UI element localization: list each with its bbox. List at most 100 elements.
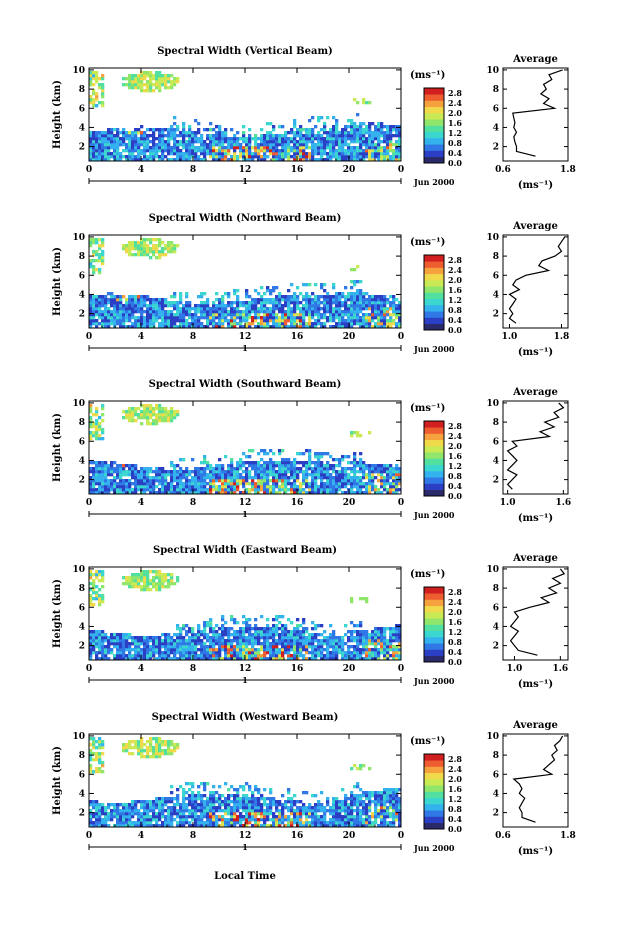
heatmap-cell [113, 307, 117, 311]
heatmap-cell [362, 134, 366, 138]
heatmap-cell [155, 238, 159, 242]
chart-title: Spectral Width (Eastward Beam) [153, 545, 337, 556]
heatmap-cell [197, 485, 201, 489]
heatmap-cell [149, 485, 153, 489]
heatmap-cell [101, 250, 105, 254]
heatmap-cell [92, 636, 96, 640]
heatmap-cell [272, 149, 276, 153]
heatmap-cell [167, 322, 171, 326]
heatmap-cell [245, 482, 249, 486]
heatmap-cell [320, 633, 324, 637]
heatmap-cell [200, 304, 204, 308]
heatmap-cell [107, 131, 111, 135]
heatmap-cell [257, 627, 261, 631]
heatmap-cell [188, 137, 192, 141]
heatmap-cell [323, 491, 327, 495]
y-tick-label: 4 [79, 123, 85, 133]
heatmap-cell [161, 633, 165, 637]
heatmap-cell [254, 467, 258, 471]
heatmap-cell [92, 301, 96, 305]
heatmap-cell [332, 140, 336, 144]
heatmap-cell [380, 310, 384, 314]
heatmap-cell [203, 485, 207, 489]
heatmap-cell [224, 134, 228, 138]
heatmap-cell [170, 74, 174, 78]
heatmap-cell [260, 476, 264, 480]
heatmap-cell [170, 464, 174, 468]
heatmap-cell [215, 322, 219, 326]
heatmap-cell [236, 131, 240, 135]
heatmap-cell [104, 488, 108, 492]
heatmap-cell [176, 576, 180, 580]
colorbar-tick-label: 2.4 [448, 98, 462, 108]
heatmap-cell [113, 633, 117, 637]
heatmap-cell [101, 639, 105, 643]
heatmap-cell [329, 639, 333, 643]
heatmap-cell [263, 479, 267, 483]
heatmap-cell [122, 642, 126, 646]
heatmap-cell [242, 470, 246, 474]
heatmap-cell [353, 149, 357, 153]
heatmap-cell [347, 482, 351, 486]
heatmap-cell [122, 325, 126, 329]
heatmap-cell [398, 654, 402, 658]
heatmap-cell [341, 651, 345, 655]
heatmap-cell [254, 301, 258, 305]
heatmap-cell [371, 648, 375, 652]
heatmap-cell [239, 152, 243, 156]
heatmap-cell [296, 131, 300, 135]
heatmap-cell [332, 152, 336, 156]
heatmap-cell [89, 588, 93, 592]
heatmap-cell [290, 140, 294, 144]
heatmap-cell [164, 313, 168, 317]
heatmap-cell [365, 304, 369, 308]
heatmap-cell [116, 307, 120, 311]
heatmap-cell [353, 654, 357, 658]
heatmap-cell [206, 476, 210, 480]
heatmap-cell [110, 473, 114, 477]
heatmap-cell [311, 645, 315, 649]
chart-title: Spectral Width (Vertical Beam) [157, 46, 333, 57]
heatmap-cell [113, 642, 117, 646]
heatmap-cell [206, 137, 210, 141]
heatmap-cell [344, 479, 348, 483]
heatmap-cell [125, 654, 129, 658]
heatmap-cell [335, 488, 339, 492]
heatmap-cell [299, 301, 303, 305]
heatmap-cell [197, 467, 201, 471]
heatmap-cell [305, 461, 309, 465]
heatmap-cell [143, 488, 147, 492]
heatmap-cell [398, 630, 402, 634]
heatmap-cell [320, 316, 324, 320]
heatmap-cell [140, 648, 144, 652]
heatmap-cell [356, 298, 360, 302]
heatmap-cell [266, 307, 270, 311]
heatmap-cell [140, 576, 144, 580]
heatmap-cell [308, 464, 312, 468]
heatmap-cell [218, 301, 222, 305]
heatmap-cell [230, 310, 234, 314]
heatmap-cell [329, 476, 333, 480]
colorbar-swatch [424, 323, 444, 331]
heatmap-cell [368, 319, 372, 323]
heatmap-cell [287, 645, 291, 649]
heatmap-cell [230, 482, 234, 486]
colorbar-tick-label: 2.8 [448, 255, 462, 265]
heatmap-cell [194, 131, 198, 135]
heatmap-cell [266, 473, 270, 477]
heatmap-cell [125, 645, 129, 649]
heatmap-cell [110, 633, 114, 637]
heatmap-cell [128, 319, 132, 323]
heatmap-cell [356, 113, 360, 117]
heatmap-cell [167, 633, 171, 637]
heatmap-cell [338, 137, 342, 141]
heatmap-cell [284, 140, 288, 144]
heatmap-cell [119, 307, 123, 311]
heatmap-cell [329, 304, 333, 308]
heatmap-cell [389, 648, 393, 652]
heatmap-cell [173, 149, 177, 153]
heatmap-cell [212, 639, 216, 643]
heatmap-cell [146, 310, 150, 314]
heatmap-cell [296, 134, 300, 138]
heatmap-cell [386, 313, 390, 317]
